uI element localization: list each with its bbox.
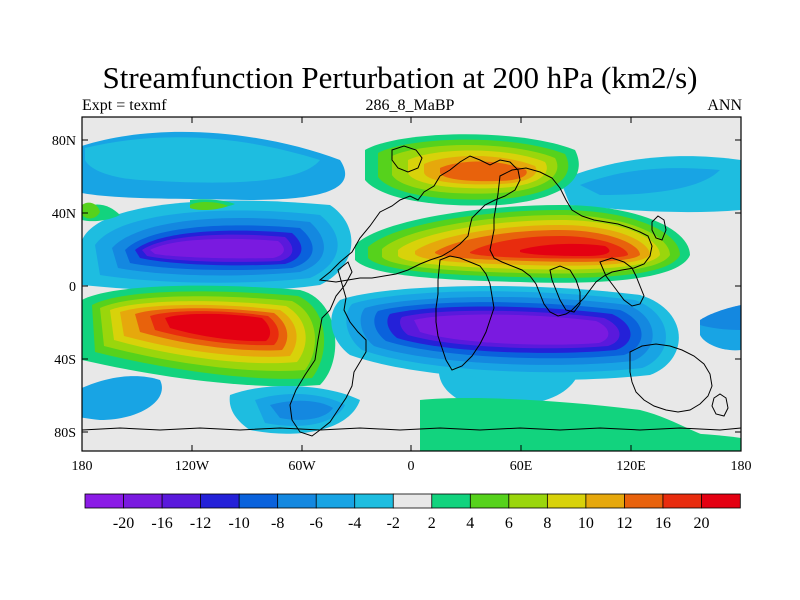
colorbar-label: 6: [505, 515, 513, 532]
colorbar-label: 4: [466, 515, 474, 532]
colorbar-label: 2: [428, 515, 436, 532]
greenland-outline: [391, 145, 423, 173]
lon-tick-labels: 180 120W 60W 0 60E 120E 180: [72, 459, 752, 474]
lon-tick-label: 0: [408, 459, 415, 474]
colorbar-label: -6: [310, 515, 323, 532]
africa-outline: [435, 255, 495, 371]
colorbar-swatch: [662, 493, 703, 509]
lat-tick-label: 0: [69, 280, 76, 295]
lon-tick-label: 120E: [616, 459, 646, 474]
axis-ticks: [81, 117, 742, 451]
colorbar-swatch: [277, 493, 317, 509]
colorbar-swatch: [354, 493, 394, 509]
south-america-outline: [289, 261, 367, 437]
india-outline: [549, 265, 581, 313]
japan-outline: [651, 215, 667, 241]
colorbar-label: -10: [228, 515, 249, 532]
colorbar-swatch: [469, 493, 510, 509]
australia-outline: [629, 343, 713, 413]
colorbar-swatch: [238, 493, 279, 509]
new-zealand-outline: [711, 393, 729, 417]
colorbar-swatch: [123, 493, 163, 509]
colorbar-label: 16: [655, 515, 671, 532]
lat-tick-label: 80N: [52, 134, 76, 149]
lat-tick-labels: 80N 40N 0 40S 80S: [52, 134, 76, 441]
colorbar-label: -12: [190, 515, 211, 532]
colorbar-swatch: [84, 493, 125, 509]
colorbar-label: -4: [348, 515, 361, 532]
colorbar-label: 20: [693, 515, 709, 532]
contour-field: [82, 131, 741, 451]
season-label: ANN: [707, 97, 742, 114]
colorbar-swatch: [508, 493, 549, 509]
colorbar-label: 8: [543, 515, 551, 532]
colorbar-label: -20: [113, 515, 134, 532]
colorbar-label: 10: [578, 515, 594, 532]
lat-tick-label: 80S: [54, 426, 76, 441]
experiment-id-label: 286_8_MaBP: [365, 97, 455, 114]
colorbar-swatch: [161, 493, 202, 509]
lon-tick-label: 60E: [510, 459, 533, 474]
colorbar-swatch: [200, 493, 240, 509]
lat-tick-label: 40N: [52, 207, 76, 222]
lat-tick-label: 40S: [54, 353, 76, 368]
lon-tick-label: 180: [72, 459, 93, 474]
plot-title: Streamfunction Perturbation at 200 hPa (…: [102, 60, 698, 95]
eurasia-outline: [489, 167, 653, 317]
colorbar-label: -16: [151, 515, 172, 532]
lon-tick-label: 120W: [175, 459, 210, 474]
north-america-outline: [318, 155, 521, 283]
colorbar-swatch: [392, 493, 433, 509]
colorbar-swatch: [546, 493, 587, 509]
colorbar-swatch: [431, 493, 471, 509]
colorbar: -20 -16 -12 -10 -8 -6 -4 -2 2 4 6 8 10 12 16 20: [84, 493, 741, 532]
colorbar-label: 12: [616, 515, 632, 532]
colorbar-label: -8: [271, 515, 284, 532]
colorbar-swatch: [701, 493, 741, 509]
colorbar-label: -2: [387, 515, 400, 532]
colorbar-swatch: [315, 493, 356, 509]
antarctica-outline: [82, 427, 741, 431]
southeast-asia-outline: [599, 257, 645, 307]
lon-tick-label: 180: [731, 459, 752, 474]
colorbar-swatch: [624, 493, 664, 509]
experiment-label: Expt = texmf: [82, 97, 167, 114]
colorbar-swatch: [585, 493, 626, 509]
lon-tick-label: 60W: [288, 459, 316, 474]
coastlines: [82, 145, 741, 437]
